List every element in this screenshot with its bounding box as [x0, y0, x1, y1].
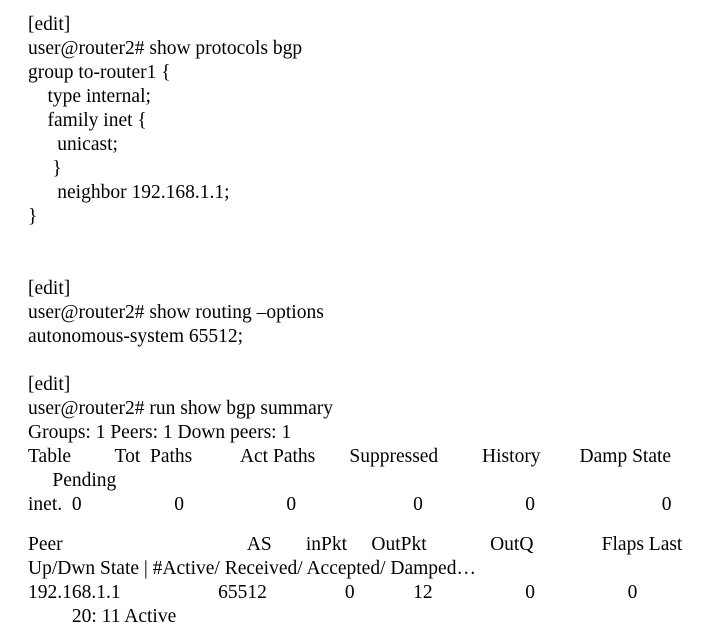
config-line: group to-router1 { — [28, 62, 171, 83]
table-row-line: 192.168.1.1 65512 0 12 0 0 — [28, 582, 638, 603]
block-show-bgp-summary: [edit] user@router2# run show bgp summar… — [28, 373, 713, 517]
edit-banner-line: [edit] — [28, 14, 71, 35]
edit-banner-line: [edit] — [28, 374, 71, 395]
config-line: autonomous-system 65512; — [28, 326, 244, 347]
edit-banner-line: [edit] — [28, 278, 71, 299]
command-line: user@router2# show routing –options — [28, 302, 324, 323]
block-show-protocols-bgp: [edit] user@router2# show protocols bgp … — [28, 13, 713, 229]
block-show-routing-options: [edit] user@router2# show routing –optio… — [28, 277, 713, 349]
command-line: user@router2# run show bgp summary — [28, 398, 333, 419]
table-header-line: Peer AS inPkt OutPkt OutQ Flaps Last — [28, 534, 683, 555]
config-line: type internal; — [28, 86, 151, 107]
table-header-line: Up/Dwn State | #Active/ Received/ Accept… — [28, 558, 476, 579]
block-bgp-peer-table: Peer AS inPkt OutPkt OutQ Flaps Last Up/… — [28, 533, 713, 629]
summary-counts-line: Groups: 1 Peers: 1 Down peers: 1 — [28, 422, 292, 443]
table-header-line: Table Tot Paths Act Paths Suppressed His… — [28, 446, 672, 467]
config-line: family inet { — [28, 110, 147, 131]
table-row-line: 20: 11 Active — [28, 606, 177, 627]
config-line: } — [28, 158, 62, 179]
table-header-line: Pending — [28, 470, 117, 491]
config-line: neighbor 192.168.1.1; — [28, 182, 230, 203]
config-line: unicast; — [28, 134, 118, 155]
table-row-line: inet. 0 0 0 0 0 0 — [28, 494, 672, 515]
config-line: } — [28, 206, 38, 227]
command-line: user@router2# show protocols bgp — [28, 38, 303, 59]
